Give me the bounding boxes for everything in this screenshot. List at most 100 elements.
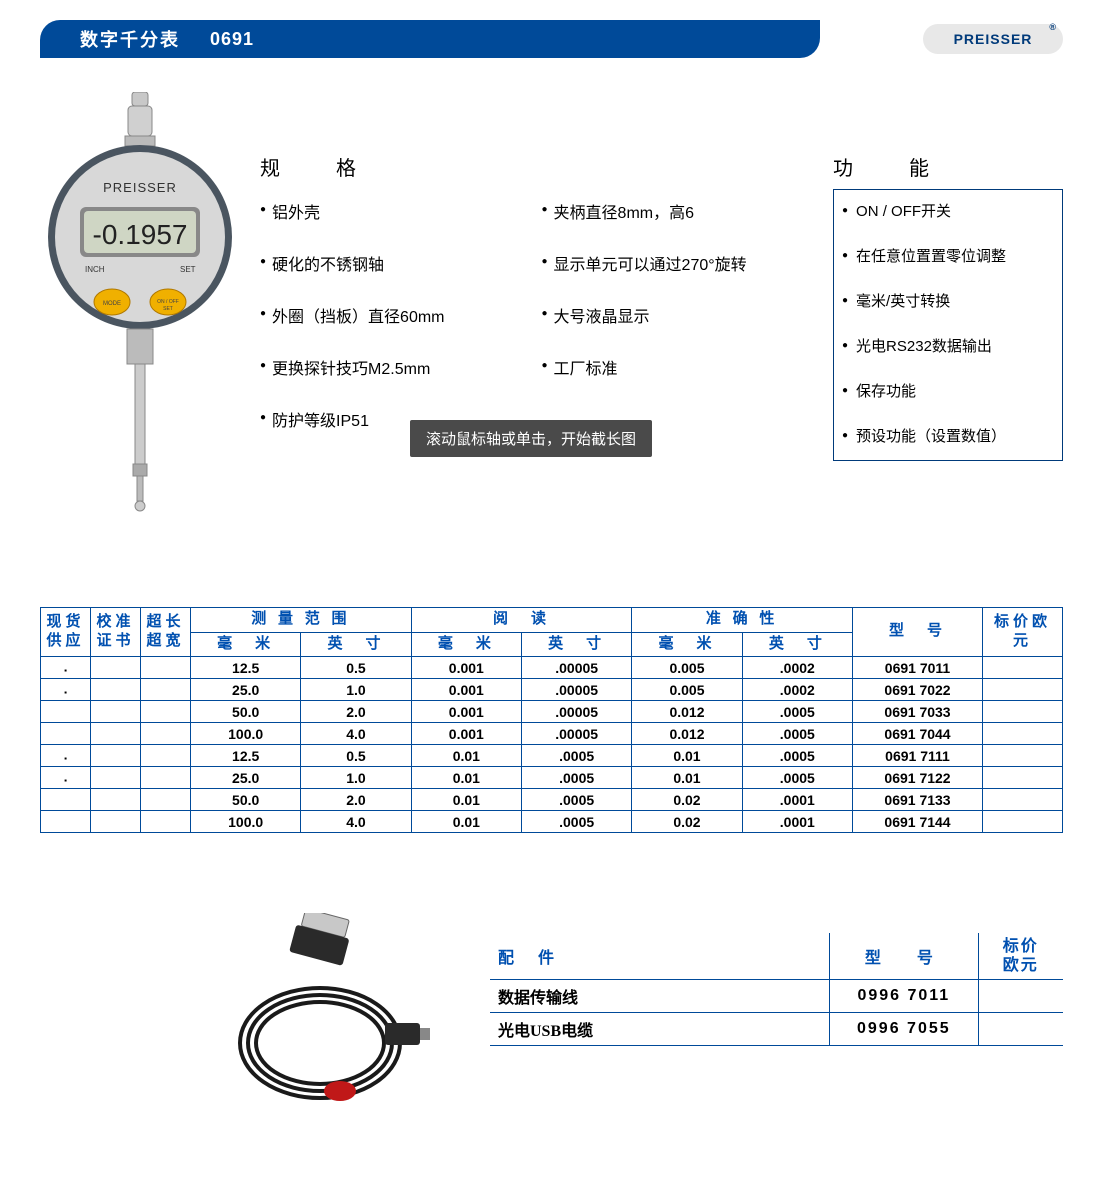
gauge-onoff-btn: ON / OFF xyxy=(157,299,179,305)
func-heading: 功 能 xyxy=(833,152,1063,181)
table-cell: 0.01 xyxy=(632,767,742,789)
table-row: 100.04.00.001.000050.012.00050691 7044 xyxy=(41,723,1063,745)
table-cell: .0001 xyxy=(742,789,852,811)
spec-table: 现货供应 校准证书 超长超宽 测 量 范 围 阅 读 准 确 性 型 号 标价欧… xyxy=(40,607,1063,833)
table-cell: 0691 7033 xyxy=(853,701,983,723)
spec-item: 更换探针技巧M2.5mm xyxy=(260,355,532,379)
table-cell xyxy=(91,767,141,789)
table-cell xyxy=(983,723,1063,745)
table-cell xyxy=(91,723,141,745)
table-cell: 0.01 xyxy=(411,767,521,789)
acc-th-name: 配 件 xyxy=(490,933,830,980)
table-cell xyxy=(983,789,1063,811)
table-cell xyxy=(91,745,141,767)
th-accuracy: 准 确 性 xyxy=(632,608,853,633)
func-item: 毫米/英寸转换 xyxy=(842,290,1054,311)
gauge-set-btn: SET xyxy=(163,306,173,312)
th-stock: 现货供应 xyxy=(41,608,91,657)
table-cell xyxy=(41,701,91,723)
table-cell xyxy=(91,657,141,679)
table-cell xyxy=(41,789,91,811)
specifications-section: 规 格 铝外壳 硬化的不锈钢轴 外圈（挡板）直径60mm 更换探针技巧M2.5m… xyxy=(260,92,813,527)
acc-price-l1: 标价 xyxy=(987,937,1055,956)
table-row: 50.02.00.01.00050.02.00010691 7133 xyxy=(41,789,1063,811)
th-model: 型 号 xyxy=(853,608,983,657)
table-cell xyxy=(91,679,141,701)
table-cell xyxy=(91,701,141,723)
th-overlong: 超长超宽 xyxy=(141,608,191,657)
table-cell xyxy=(141,811,191,833)
product-title: 数字千分表 xyxy=(80,26,180,52)
table-cell: 0.001 xyxy=(411,701,521,723)
banner-title-bar: 数字千分表 0691 xyxy=(40,20,820,58)
table-cell: 4.0 xyxy=(301,811,411,833)
table-cell: 25.0 xyxy=(191,767,301,789)
table-cell: ▪ xyxy=(41,657,91,679)
table-cell: 0.005 xyxy=(632,679,742,701)
table-cell: 2.0 xyxy=(301,789,411,811)
table-cell xyxy=(983,767,1063,789)
table-cell: .00005 xyxy=(521,723,631,745)
table-cell: 0.01 xyxy=(411,745,521,767)
table-cell: 100.0 xyxy=(191,811,301,833)
table-cell: .0005 xyxy=(742,767,852,789)
table-cell xyxy=(141,657,191,679)
gauge-brand-text: PREISSER xyxy=(103,180,177,195)
table-cell: 0691 7133 xyxy=(853,789,983,811)
table-cell: 0.012 xyxy=(632,723,742,745)
th-reading: 阅 读 xyxy=(411,608,632,633)
spec-item: 铝外壳 xyxy=(260,199,532,223)
table-cell xyxy=(983,701,1063,723)
func-item: 在任意位置置零位调整 xyxy=(842,245,1054,266)
th-range-in: 英 寸 xyxy=(301,632,411,657)
table-cell: 4.0 xyxy=(301,723,411,745)
table-cell: .0002 xyxy=(742,657,852,679)
table-cell xyxy=(141,789,191,811)
table-row: ▪25.01.00.01.00050.01.00050691 7122 xyxy=(41,767,1063,789)
th-read-in: 英 寸 xyxy=(521,632,631,657)
th-cert: 校准证书 xyxy=(91,608,141,657)
gauge-mode-btn: MODE xyxy=(103,301,121,307)
table-cell: 50.0 xyxy=(191,701,301,723)
table-cell xyxy=(983,745,1063,767)
table-cell: 100.0 xyxy=(191,723,301,745)
cable-illustration xyxy=(220,913,450,1113)
table-cell: 25.0 xyxy=(191,679,301,701)
product-code: 0691 xyxy=(210,29,254,50)
acc-row: 数据传输线0996 7011 xyxy=(490,980,1063,1013)
table-cell: .0002 xyxy=(742,679,852,701)
table-cell: .0001 xyxy=(742,811,852,833)
table-cell: .00005 xyxy=(521,701,631,723)
th-acc-mm: 毫 米 xyxy=(632,632,742,657)
table-cell: 12.5 xyxy=(191,657,301,679)
table-cell: .0005 xyxy=(521,811,631,833)
table-cell: 0691 7122 xyxy=(853,767,983,789)
table-cell: .00005 xyxy=(521,657,631,679)
func-item: ON / OFF开关 xyxy=(842,200,1054,221)
spec-item: 工厂标准 xyxy=(542,355,814,379)
table-cell: .0005 xyxy=(742,723,852,745)
table-cell: 0.005 xyxy=(632,657,742,679)
acc-price xyxy=(978,980,1063,1013)
table-cell: 0691 7022 xyxy=(853,679,983,701)
table-row: ▪12.50.50.001.000050.005.00020691 7011 xyxy=(41,657,1063,679)
acc-price xyxy=(978,1013,1063,1046)
table-cell: 0691 7011 xyxy=(853,657,983,679)
acc-name: 光电USB电缆 xyxy=(490,1013,830,1046)
table-cell: 0.01 xyxy=(411,789,521,811)
table-cell: 1.0 xyxy=(301,767,411,789)
screenshot-tooltip[interactable]: 滚动鼠标轴或单击，开始截长图 xyxy=(410,420,652,457)
table-cell: ▪ xyxy=(41,767,91,789)
acc-th-model: 型 号 xyxy=(830,933,979,980)
cable-image xyxy=(220,913,450,1118)
table-cell xyxy=(983,811,1063,833)
spec-item: 外圈（挡板）直径60mm xyxy=(260,303,532,327)
table-cell: 0.01 xyxy=(632,745,742,767)
table-cell: .0005 xyxy=(521,789,631,811)
table-row: 100.04.00.01.00050.02.00010691 7144 xyxy=(41,811,1063,833)
spec-item: 显示单元可以通过270°旋转 xyxy=(542,251,814,275)
table-cell: ▪ xyxy=(41,679,91,701)
acc-price-l2: 欧元 xyxy=(987,956,1055,975)
table-cell: 0.02 xyxy=(632,789,742,811)
brand-logo: PREISSER xyxy=(923,24,1063,54)
